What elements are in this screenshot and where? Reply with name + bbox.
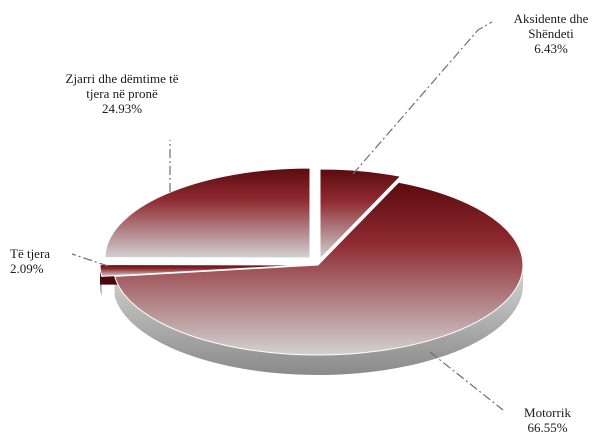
leader-line-0 [352,21,493,175]
slice-name-aksidente: Aksidente dhe Shëndeti [513,11,589,41]
pie-slice-0 [319,168,402,261]
pie-slice-1 [113,181,524,356]
slice-name-motorrik: Motorrik [524,405,571,420]
leader-line-1 [429,351,504,411]
pie-slice-3 [104,167,311,259]
slice-label-motorrik: Motorrik 66.55% [510,405,585,435]
slice-value-aksidente: 6.43% [534,41,568,56]
leader-line-2 [71,253,109,267]
slice-value-zjarri: 24.93% [101,101,143,116]
pie-slice-2 [99,264,306,277]
slice-value-motorrik: 66.55% [527,420,568,435]
slice-label-zjarri: Zjarri dhe dëmtime të tjera në pronë 24.… [62,71,182,116]
slice-label-aksidente: Aksidente dhe Shëndeti 6.43% [496,11,602,56]
slice-value-te-tjera: 2.09% [10,261,44,276]
pie-slice-side-1 [114,265,524,375]
slice-name-te-tjera: Të tjera [10,246,51,261]
slice-label-te-tjera: Të tjera 2.09% [10,246,62,276]
slice-name-zjarri: Zjarri dhe dëmtime të tjera në pronë [65,71,179,101]
